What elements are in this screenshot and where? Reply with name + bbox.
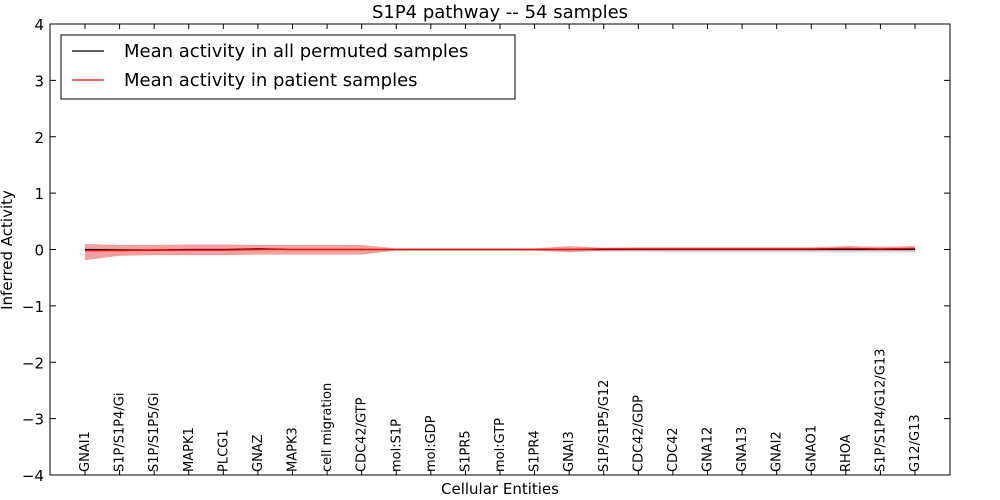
x-tick-label: S1P/S1P5/G12 [597, 380, 612, 472]
chart-title: S1P4 pathway -- 54 samples [372, 2, 628, 23]
x-tick-label: GNAZ [251, 434, 266, 472]
y-tick-label: 2 [34, 129, 44, 147]
x-tick-label: GNAI1 [78, 431, 93, 472]
lines-layer [84, 247, 916, 252]
x-tick-label: mol:GTP [493, 418, 508, 472]
x-tick-label: MAPK1 [182, 427, 197, 472]
x-tick-label: S1P/S1P5/Gi [147, 393, 162, 472]
x-tick-label: mol:S1P [389, 419, 404, 472]
x-tick-label: GNA13 [735, 427, 750, 472]
y-tick-label: −3 [22, 411, 44, 429]
x-tick-label: RHOA [839, 434, 854, 472]
x-tick-label: GNAI3 [562, 431, 577, 472]
bands-layer [85, 243, 915, 261]
x-tick-label: cell migration [320, 383, 335, 472]
y-tick-label: 4 [34, 16, 44, 34]
x-tick-label: S1P/S1P4/G12/G13 [873, 349, 888, 472]
plot-frame [49, 23, 951, 476]
x-tick-label: mol:GDP [424, 415, 439, 472]
y-tick-label: 3 [34, 72, 44, 90]
y-axis: 4 3 2 1 0 −1 −2 −3 −4 [22, 16, 950, 485]
x-tick-label: CDC42 [666, 427, 681, 472]
x-axis-label: Cellular Entities [441, 480, 559, 498]
x-tick-label: S1PR4 [528, 430, 543, 472]
x-tick-label: G12/G13 [908, 414, 923, 472]
legend-label: Mean activity in all permuted samples [124, 41, 468, 62]
legend: Mean activity in all permuted samples Mea… [60, 34, 516, 100]
x-tick-label: PLCG1 [216, 429, 231, 472]
x-tick-label: MAPK3 [286, 427, 301, 472]
x-tick-label: GNAO1 [804, 425, 819, 472]
y-tick-label: −1 [22, 298, 44, 316]
series-line-patient [85, 247, 916, 252]
x-tick-label: S1PR5 [458, 430, 473, 472]
x-axis: GNAI1 S1P/S1P4/Gi S1P/S1P5/Gi MAPK1 PLCG1 GNA… [78, 24, 923, 475]
x-tick-label: GNAI2 [770, 431, 785, 472]
confidence-band-patient [85, 243, 915, 261]
y-axis-label: Inferred Activity [0, 190, 16, 310]
y-tick-label: −4 [22, 467, 44, 485]
x-tick-label: S1P/S1P4/Gi [113, 393, 128, 472]
x-tick-label: CDC42/GDP [631, 395, 646, 472]
x-tick-label: CDC42/GTP [355, 397, 370, 472]
legend-label: Mean activity in patient samples [124, 70, 418, 91]
x-tick-label: GNA12 [701, 427, 716, 472]
y-tick-label: 1 [34, 185, 44, 203]
y-tick-label: −2 [22, 354, 44, 372]
legend-box [60, 34, 516, 100]
y-tick-label: 0 [34, 242, 44, 260]
